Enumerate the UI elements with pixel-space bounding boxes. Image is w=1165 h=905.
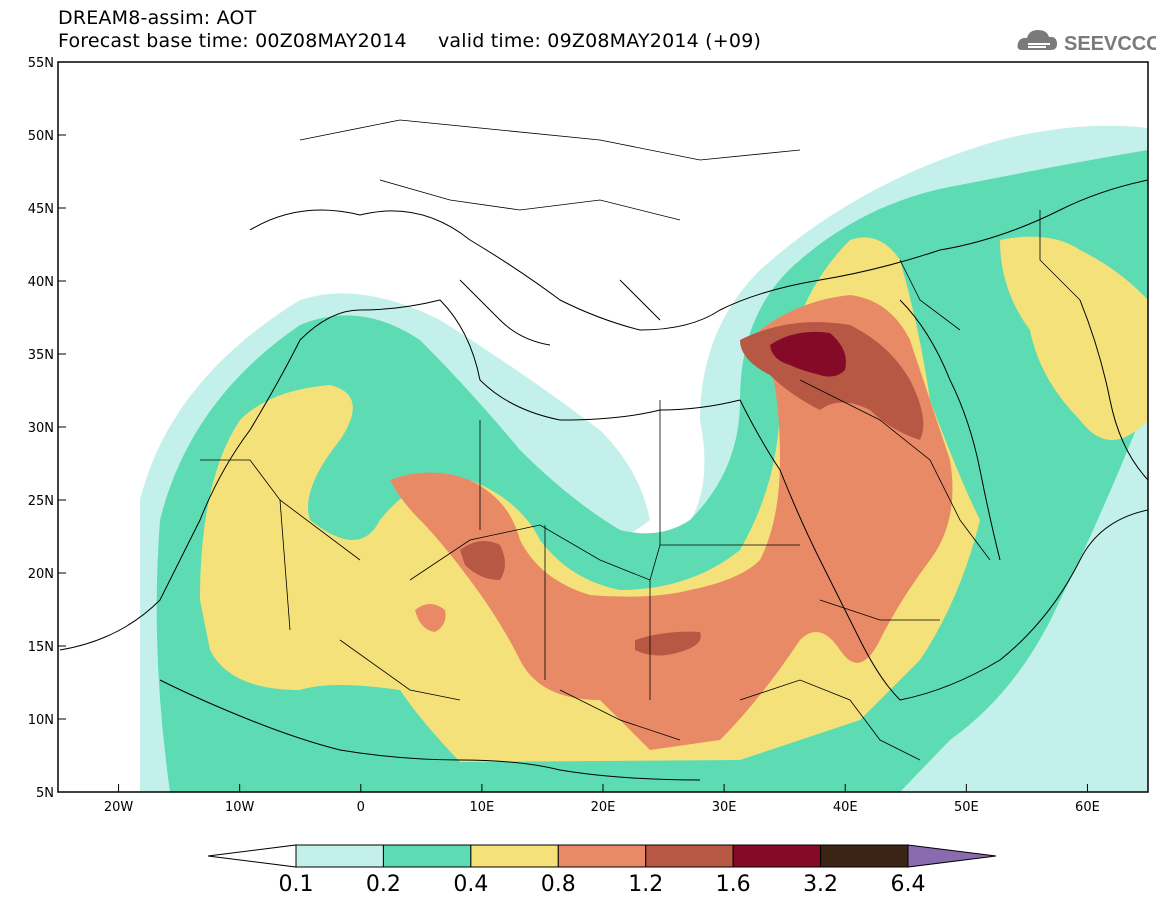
lat-tick-label: 40N bbox=[28, 275, 54, 290]
lon-tick-label: 10W bbox=[225, 800, 255, 815]
aot-contours bbox=[58, 62, 1148, 792]
title-line-1: DREAM8-assim: AOT bbox=[58, 7, 257, 29]
lat-tick-label: 20N bbox=[28, 567, 54, 582]
aot-region-1.2-chad bbox=[635, 631, 701, 656]
lat-tick-label: 15N bbox=[28, 640, 54, 655]
aot-region-0.8-small bbox=[415, 604, 446, 632]
lat-tick-label: 25N bbox=[28, 494, 54, 509]
colorbar-label: 0.1 bbox=[279, 872, 314, 897]
colorbar-box bbox=[732, 844, 822, 868]
lon-tick-label: 10E bbox=[470, 800, 495, 815]
lat-tick-label: 50N bbox=[28, 129, 54, 144]
borders bbox=[200, 119, 1081, 761]
aot-region-0.8 bbox=[390, 295, 953, 750]
colorbar-box bbox=[295, 844, 384, 868]
aot-region-1.6 bbox=[770, 331, 846, 377]
colorbar-box bbox=[557, 844, 647, 868]
lon-ticks: 20W 10W 0 10E 20E 30E 40E 50E 60E bbox=[104, 784, 1100, 815]
lat-tick-label: 45N bbox=[28, 202, 54, 217]
lon-tick-label: 20W bbox=[104, 800, 134, 815]
colorbar-label: 3.2 bbox=[803, 872, 838, 897]
aot-region-0.4-east bbox=[1000, 236, 1148, 440]
lon-tick-label: 60E bbox=[1075, 800, 1100, 815]
colorbar-label: 6.4 bbox=[891, 872, 926, 897]
colorbar-label: 0.8 bbox=[541, 872, 576, 897]
colorbar-label: 0.2 bbox=[366, 872, 401, 897]
title-line-2: Forecast base time: 00Z08MAY2014 valid t… bbox=[58, 30, 762, 52]
lon-tick-label: 40E bbox=[833, 800, 858, 815]
lat-tick-label: 35N bbox=[28, 348, 54, 363]
lon-tick-label: 30E bbox=[712, 800, 737, 815]
colorbar-box bbox=[645, 844, 734, 868]
lat-tick-label: 30N bbox=[28, 421, 54, 436]
colorbar-label: 1.6 bbox=[716, 872, 751, 897]
colorbar-upper-arrow bbox=[907, 844, 997, 868]
colorbar-label: 1.2 bbox=[628, 872, 663, 897]
seevccc-logo: SEEVCCC bbox=[1016, 24, 1161, 58]
lon-tick-label: 0 bbox=[357, 800, 365, 815]
lat-tick-label: 55N bbox=[28, 56, 54, 71]
colorbar-box bbox=[382, 844, 472, 868]
colorbar: 0.1 0.2 0.4 0.8 1.2 1.6 3.2 6.4 bbox=[207, 844, 997, 897]
lon-tick-label: 20E bbox=[591, 800, 616, 815]
lat-tick-label: 10N bbox=[28, 713, 54, 728]
lon-tick-label: 50E bbox=[954, 800, 979, 815]
cloud-icon: SEEVCCC bbox=[1017, 30, 1161, 55]
lat-tick-label: 5N bbox=[36, 786, 54, 801]
coastlines bbox=[59, 179, 1148, 781]
logo-text: SEEVCCC bbox=[1064, 33, 1156, 55]
colorbar-lower-arrow bbox=[207, 844, 297, 868]
map-frame bbox=[57, 61, 1149, 793]
colorbar-label: 0.4 bbox=[453, 872, 488, 897]
colorbar-box bbox=[820, 844, 909, 868]
aot-region-1.2-sahara bbox=[460, 541, 505, 580]
lat-ticks: 55N 50N 45N 40N 35N 30N 25N 20N 15N 10N 5N bbox=[28, 56, 66, 801]
colorbar-box bbox=[470, 844, 559, 868]
